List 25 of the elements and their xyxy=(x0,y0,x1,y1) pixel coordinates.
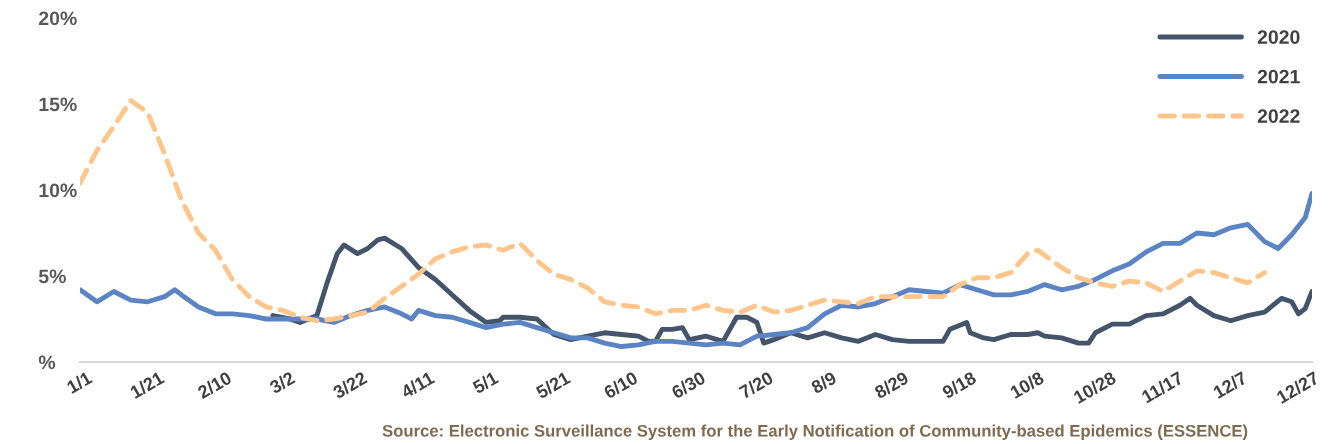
x-tick-label: 2/10 xyxy=(196,370,233,400)
x-tick-label: 10/8 xyxy=(1009,370,1045,399)
x-tick-label: 12/7 xyxy=(1212,370,1248,399)
y-tick-label: 15% xyxy=(39,97,77,112)
legend-label: 2021 xyxy=(1257,69,1300,84)
legend-label: 2020 xyxy=(1257,30,1300,44)
x-tick-label: 8/9 xyxy=(810,370,838,395)
x-tick-label: 5/1 xyxy=(471,370,500,395)
x-tick-label: 7/20 xyxy=(738,370,775,400)
x-tick-label: 6/10 xyxy=(602,370,639,400)
x-tick-label: 3/22 xyxy=(331,370,368,400)
x-tick-label: 4/11 xyxy=(399,370,436,399)
x-tick-label: 1/1 xyxy=(65,370,93,394)
source-note: Source: Electronic Surveillance System for the Early Notification of Community-based Epidemics (ESSENCE) xyxy=(382,424,1248,440)
y-tick-label: 5% xyxy=(38,269,66,284)
x-tick-label: 8/29 xyxy=(873,370,910,400)
x-tick-label: 3/2 xyxy=(268,370,296,395)
x-tick-label: 6/30 xyxy=(670,370,707,400)
legend-label: 2022 xyxy=(1257,109,1300,123)
x-tick-label: 9/18 xyxy=(941,370,978,400)
x-tick-label: 1/21 xyxy=(129,370,165,399)
x-tick-label: 5/21 xyxy=(534,370,572,400)
y-tick-label: 10% xyxy=(39,183,77,198)
y-tick-label: 20% xyxy=(39,11,77,26)
y-tick-label: % xyxy=(38,355,56,370)
